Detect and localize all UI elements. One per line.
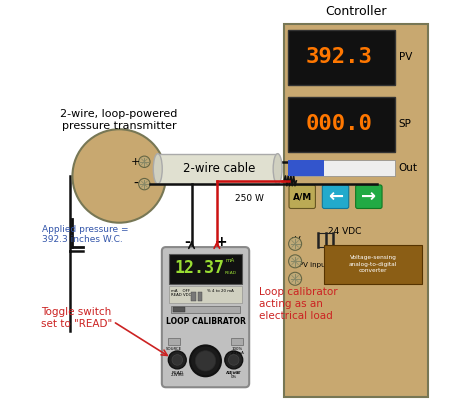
Circle shape	[172, 355, 182, 365]
FancyBboxPatch shape	[322, 185, 349, 208]
Text: -: -	[184, 235, 191, 249]
Bar	[324, 245, 422, 284]
Text: 24 VDC: 24 VDC	[328, 227, 361, 236]
Text: Controller: Controller	[325, 5, 387, 18]
Bar	[231, 338, 243, 344]
Text: SOURCE: SOURCE	[166, 346, 182, 351]
Text: SP: SP	[399, 119, 411, 129]
Text: pressure transmitter: pressure transmitter	[62, 121, 176, 131]
Bar	[168, 338, 180, 344]
FancyBboxPatch shape	[162, 247, 249, 387]
Text: READ: READ	[225, 271, 237, 275]
Ellipse shape	[153, 154, 162, 184]
Bar	[171, 306, 240, 313]
Bar	[284, 23, 428, 397]
Text: 000.0: 000.0	[306, 114, 373, 134]
Bar	[169, 286, 242, 303]
Text: →: →	[361, 188, 376, 206]
Circle shape	[228, 355, 239, 365]
Text: A/M: A/M	[292, 192, 312, 201]
FancyBboxPatch shape	[356, 185, 382, 208]
Text: 2-WIRE: 2-WIRE	[170, 373, 184, 377]
Bar	[198, 292, 201, 301]
Text: ADJUST: ADJUST	[226, 371, 242, 375]
Text: ←: ←	[328, 188, 343, 206]
Text: READ: READ	[171, 371, 183, 375]
Text: 12.37: 12.37	[175, 259, 225, 277]
Circle shape	[139, 178, 150, 190]
Text: % 4 to 20 mA: % 4 to 20 mA	[207, 289, 234, 293]
Text: mA: mA	[226, 259, 235, 263]
FancyBboxPatch shape	[289, 185, 315, 208]
Text: Voltage-sensing
analog-to-digital
converter: Voltage-sensing analog-to-digital conver…	[349, 255, 397, 273]
Bar	[288, 160, 324, 176]
Circle shape	[289, 272, 301, 285]
Text: PV input: PV input	[299, 262, 328, 268]
Text: 250 W: 250 W	[235, 194, 264, 203]
Bar	[191, 292, 196, 301]
Bar	[173, 307, 185, 312]
Bar	[158, 154, 278, 184]
Circle shape	[225, 351, 243, 369]
Bar	[288, 97, 395, 152]
Text: 100%
20 mA: 100% 20 mA	[231, 346, 243, 355]
Text: +: +	[131, 157, 140, 167]
Text: Out: Out	[399, 163, 418, 173]
Text: LOOP CALIBRATOR: LOOP CALIBRATOR	[165, 317, 246, 326]
Text: 2-wire cable: 2-wire cable	[182, 162, 255, 175]
Text: PV: PV	[399, 52, 412, 62]
Text: 4 mA
0%: 4 mA 0%	[228, 371, 239, 379]
Circle shape	[289, 237, 301, 250]
Text: Loop calibrator
acting as an
electrical load: Loop calibrator acting as an electrical …	[259, 287, 338, 321]
Text: Applied pressure =
392.3 inches W.C.: Applied pressure = 392.3 inches W.C.	[42, 225, 128, 244]
Text: +: +	[216, 235, 228, 249]
Circle shape	[190, 345, 221, 376]
Circle shape	[139, 156, 150, 167]
Text: -: -	[133, 177, 138, 191]
Bar	[288, 30, 395, 85]
Circle shape	[73, 129, 166, 223]
Text: 2-wire, loop-powered: 2-wire, loop-powered	[61, 109, 178, 119]
Text: 392.3: 392.3	[306, 47, 373, 67]
Text: mA    OFF: mA OFF	[171, 289, 190, 293]
Ellipse shape	[273, 154, 282, 184]
Circle shape	[195, 351, 216, 371]
Text: Toggle switch
set to "READ": Toggle switch set to "READ"	[41, 307, 112, 329]
Bar	[288, 160, 395, 176]
Text: +V: +V	[288, 236, 301, 245]
Text: READ VDC: READ VDC	[171, 293, 191, 297]
Bar	[169, 254, 242, 284]
Circle shape	[168, 351, 186, 369]
Circle shape	[289, 255, 301, 268]
